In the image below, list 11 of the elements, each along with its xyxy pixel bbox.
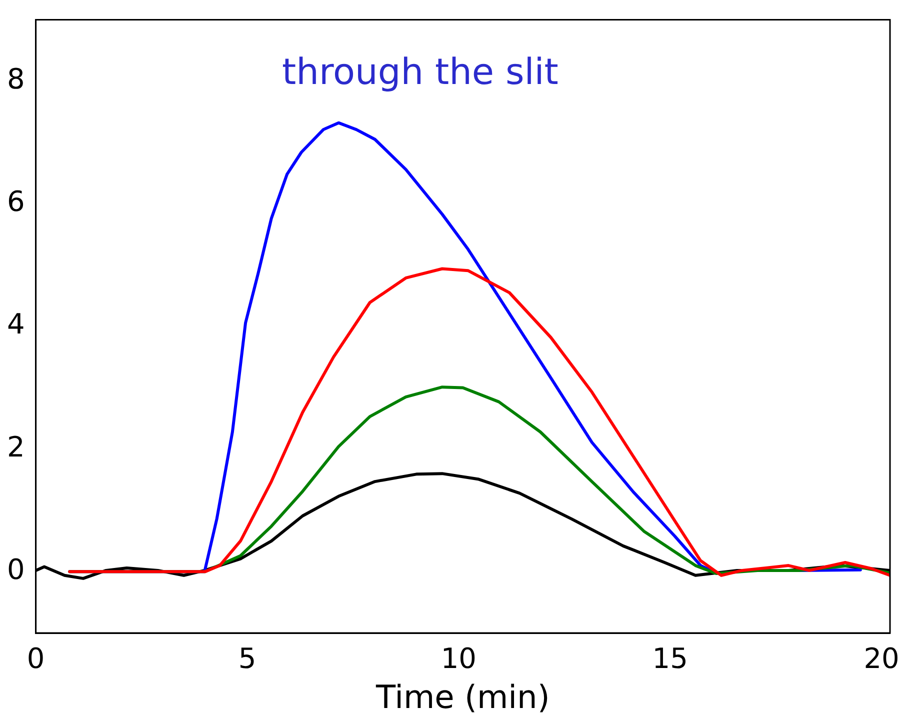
annotation: through the slit [282,52,558,94]
y-tick-label: 2 [6,430,25,464]
y-tick-label: 6 [6,185,25,218]
x-tick-label: 5 [238,642,256,676]
y-tick-label: 8 [6,62,25,96]
x-tick-label: 10 [440,642,476,676]
y-tick-label: 0 [6,552,25,586]
x-axis-title: Time (min) [375,678,550,716]
x-tick-label: 20 [864,642,900,676]
y-tick-label: 4 [6,308,25,341]
x-tick-label: 15 [652,642,688,676]
